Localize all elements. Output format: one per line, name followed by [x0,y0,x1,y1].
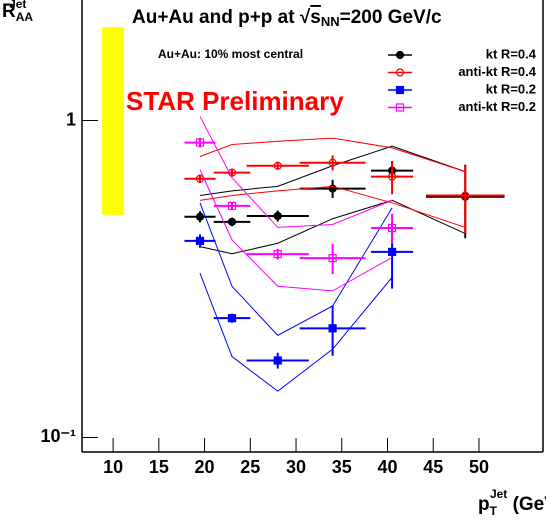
legend-marker [395,103,405,112]
marker [328,254,337,263]
marker [461,191,470,200]
legend-label: kt R=0.4 [486,46,537,61]
legend-label: anti-kt R=0.2 [458,99,536,114]
systematic-line [199,169,393,292]
marker [387,247,397,257]
y-axis-label: RAAJet [2,0,33,24]
marker [227,201,237,210]
normalization-band [102,27,125,215]
marker [273,356,282,365]
x-tick-label: 50 [469,457,489,477]
marker [227,168,237,177]
marker [328,158,337,167]
legend-marker [395,68,405,77]
x-tick-label: 10 [103,457,123,477]
marker [195,138,205,147]
x-tick-label: 25 [240,457,260,477]
marker [195,174,205,183]
marker [195,236,205,246]
systematic-line [199,145,466,197]
marker [273,249,282,259]
marker [273,161,282,170]
systematic-line [199,185,466,228]
legend-marker [395,50,405,60]
marker [328,324,337,333]
chart-title: Au+Au and p+p at √sNN=200 GeV/c [132,7,442,29]
legend-label: kt R=0.2 [486,81,536,96]
x-tick-label: 20 [195,457,215,477]
y-tick-label: 1 [66,109,76,129]
marker [195,212,205,221]
x-tick-label: 45 [423,457,443,477]
systematic-line [199,199,466,255]
x-axis-label: pTJet (GeV/c) [478,487,546,518]
legend-marker [395,85,405,95]
systematic-line [199,272,393,392]
marker [227,314,237,323]
marker [227,217,237,226]
marker [273,211,282,221]
x-tick-label: 40 [377,457,397,477]
x-tick-label: 30 [286,457,306,477]
annotation: Au+Au: 10% most central [158,47,303,61]
legend-label: anti-kt R=0.4 [458,64,536,79]
systematic-line [199,202,393,336]
marker [387,172,397,181]
x-tick-label: 15 [149,457,169,477]
x-tick-label: 35 [332,457,352,477]
marker [387,223,397,233]
systematic-line [199,116,393,228]
systematic-line [199,137,466,173]
annotation: STAR Preliminary [126,86,344,116]
y-tick-label: 10⁻¹ [40,426,76,446]
